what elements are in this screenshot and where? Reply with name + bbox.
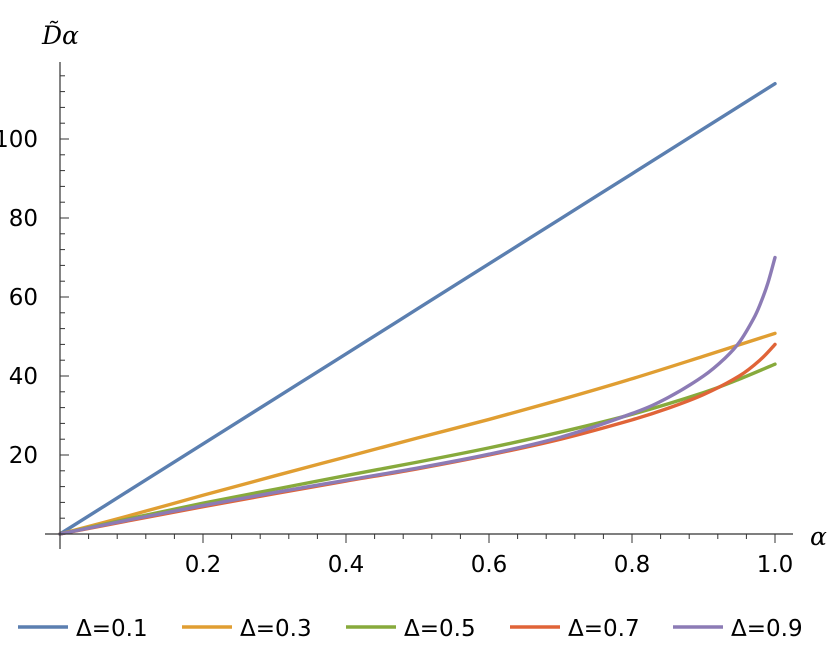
x-tick-label: 1.0 <box>757 552 794 578</box>
legend-item-2: Δ=0.3 <box>182 616 312 642</box>
legend-label: Δ=0.7 <box>568 616 640 642</box>
x-tick-label: 0.4 <box>328 552 365 578</box>
y-tick-label: 40 <box>9 364 38 390</box>
y-tick-label: 80 <box>9 206 38 232</box>
legend-item-3: Δ=0.5 <box>346 616 476 642</box>
axes: 0.2 0.4 0.6 0.8 1.0 20 40 60 80 100 <box>0 62 793 578</box>
y-tick-label: 20 <box>9 443 38 469</box>
legend-label: Δ=0.5 <box>404 616 476 642</box>
series-line-5 <box>58 255 777 536</box>
legend-label: Δ=0.1 <box>76 616 148 642</box>
y-tick-label: 100 <box>0 127 38 153</box>
legend-label: Δ=0.9 <box>731 616 803 642</box>
legend: Δ=0.1 Δ=0.3 Δ=0.5 Δ=0.7 Δ=0.9 <box>18 616 803 642</box>
x-tick-label: 0.8 <box>614 552 651 578</box>
series-line-3 <box>58 362 777 536</box>
series-line-1 <box>58 82 777 536</box>
legend-item-5: Δ=0.9 <box>673 616 803 642</box>
x-tick-label: 0.2 <box>185 552 222 578</box>
y-ticks: 20 40 60 80 100 <box>0 75 69 519</box>
x-tick-label: 0.6 <box>471 552 508 578</box>
y-axis-label: D̃α <box>41 21 79 50</box>
plot-lines <box>58 82 777 536</box>
legend-item-1: Δ=0.1 <box>18 616 148 642</box>
x-axis-label: α <box>810 522 827 551</box>
series-line-2 <box>58 331 777 536</box>
legend-label: Δ=0.3 <box>240 616 312 642</box>
y-tick-label: 60 <box>9 285 38 311</box>
legend-item-4: Δ=0.7 <box>510 616 640 642</box>
x-ticks: 0.2 0.4 0.6 0.8 1.0 <box>88 534 794 578</box>
